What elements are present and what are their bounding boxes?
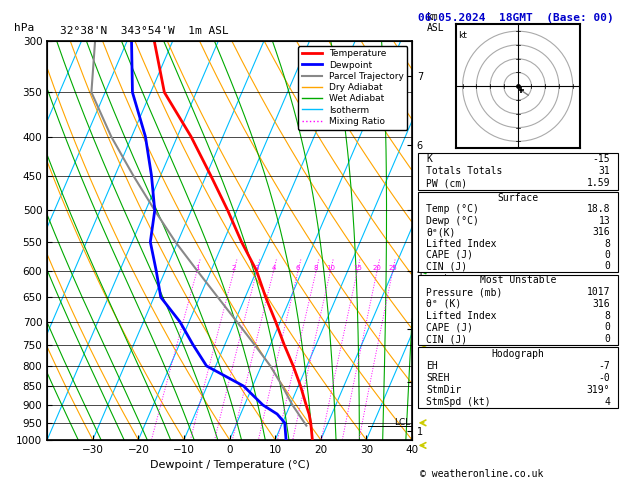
Text: CAPE (J): CAPE (J) (426, 250, 473, 260)
Text: -7: -7 (599, 361, 610, 371)
Text: 32°38'N  343°54'W  1m ASL: 32°38'N 343°54'W 1m ASL (60, 26, 228, 36)
Text: 319°: 319° (587, 385, 610, 395)
Text: 0: 0 (604, 250, 610, 260)
Text: 6: 6 (296, 265, 301, 271)
Text: 316: 316 (593, 299, 610, 309)
Text: 15: 15 (353, 265, 362, 271)
Text: Pressure (mb): Pressure (mb) (426, 287, 503, 297)
Text: 25: 25 (388, 265, 397, 271)
Text: StmDir: StmDir (426, 385, 462, 395)
Text: Temp (°C): Temp (°C) (426, 204, 479, 214)
Text: km
ASL: km ASL (426, 12, 444, 34)
Text: 3: 3 (255, 265, 259, 271)
Legend: Temperature, Dewpoint, Parcel Trajectory, Dry Adiabat, Wet Adiabat, Isotherm, Mi: Temperature, Dewpoint, Parcel Trajectory… (298, 46, 408, 130)
Text: -15: -15 (593, 154, 610, 164)
Text: 06.05.2024  18GMT  (Base: 00): 06.05.2024 18GMT (Base: 00) (418, 13, 614, 23)
Text: 0: 0 (604, 322, 610, 332)
Text: 13: 13 (599, 216, 610, 226)
Text: EH: EH (426, 361, 438, 371)
Text: Dewp (°C): Dewp (°C) (426, 216, 479, 226)
Text: 0: 0 (604, 261, 610, 272)
Text: kt: kt (459, 31, 467, 40)
Text: 1.59: 1.59 (587, 178, 610, 189)
Text: hPa: hPa (14, 23, 35, 34)
Text: LCL: LCL (394, 418, 411, 427)
Text: CIN (J): CIN (J) (426, 334, 467, 344)
Text: θᵉ(K): θᵉ(K) (426, 227, 455, 237)
Text: 0: 0 (604, 334, 610, 344)
Text: θᵉ (K): θᵉ (K) (426, 299, 462, 309)
X-axis label: Dewpoint / Temperature (°C): Dewpoint / Temperature (°C) (150, 460, 309, 470)
Text: Lifted Index: Lifted Index (426, 311, 497, 321)
Text: CIN (J): CIN (J) (426, 261, 467, 272)
Text: 4: 4 (604, 397, 610, 407)
Text: 1017: 1017 (587, 287, 610, 297)
Text: Hodograph: Hodograph (492, 348, 545, 359)
Text: 1: 1 (195, 265, 199, 271)
Text: K: K (426, 154, 432, 164)
Text: 8: 8 (604, 311, 610, 321)
Text: 4: 4 (271, 265, 276, 271)
Text: StmSpd (kt): StmSpd (kt) (426, 397, 491, 407)
Text: 20: 20 (373, 265, 382, 271)
Text: SREH: SREH (426, 373, 450, 383)
Text: Most Unstable: Most Unstable (480, 276, 557, 285)
Text: 31: 31 (599, 166, 610, 176)
Text: 2: 2 (231, 265, 236, 271)
Text: Lifted Index: Lifted Index (426, 239, 497, 248)
Text: 10: 10 (326, 265, 335, 271)
Text: CAPE (J): CAPE (J) (426, 322, 473, 332)
Text: 18.8: 18.8 (587, 204, 610, 214)
Text: 8: 8 (604, 239, 610, 248)
Text: 8: 8 (314, 265, 318, 271)
Text: Surface: Surface (498, 192, 539, 203)
Text: 316: 316 (593, 227, 610, 237)
Text: PW (cm): PW (cm) (426, 178, 467, 189)
Text: Mixing Ratio (g/kg): Mixing Ratio (g/kg) (439, 185, 449, 296)
Text: -0: -0 (599, 373, 610, 383)
Text: © weatheronline.co.uk: © weatheronline.co.uk (420, 469, 543, 479)
Text: Totals Totals: Totals Totals (426, 166, 503, 176)
